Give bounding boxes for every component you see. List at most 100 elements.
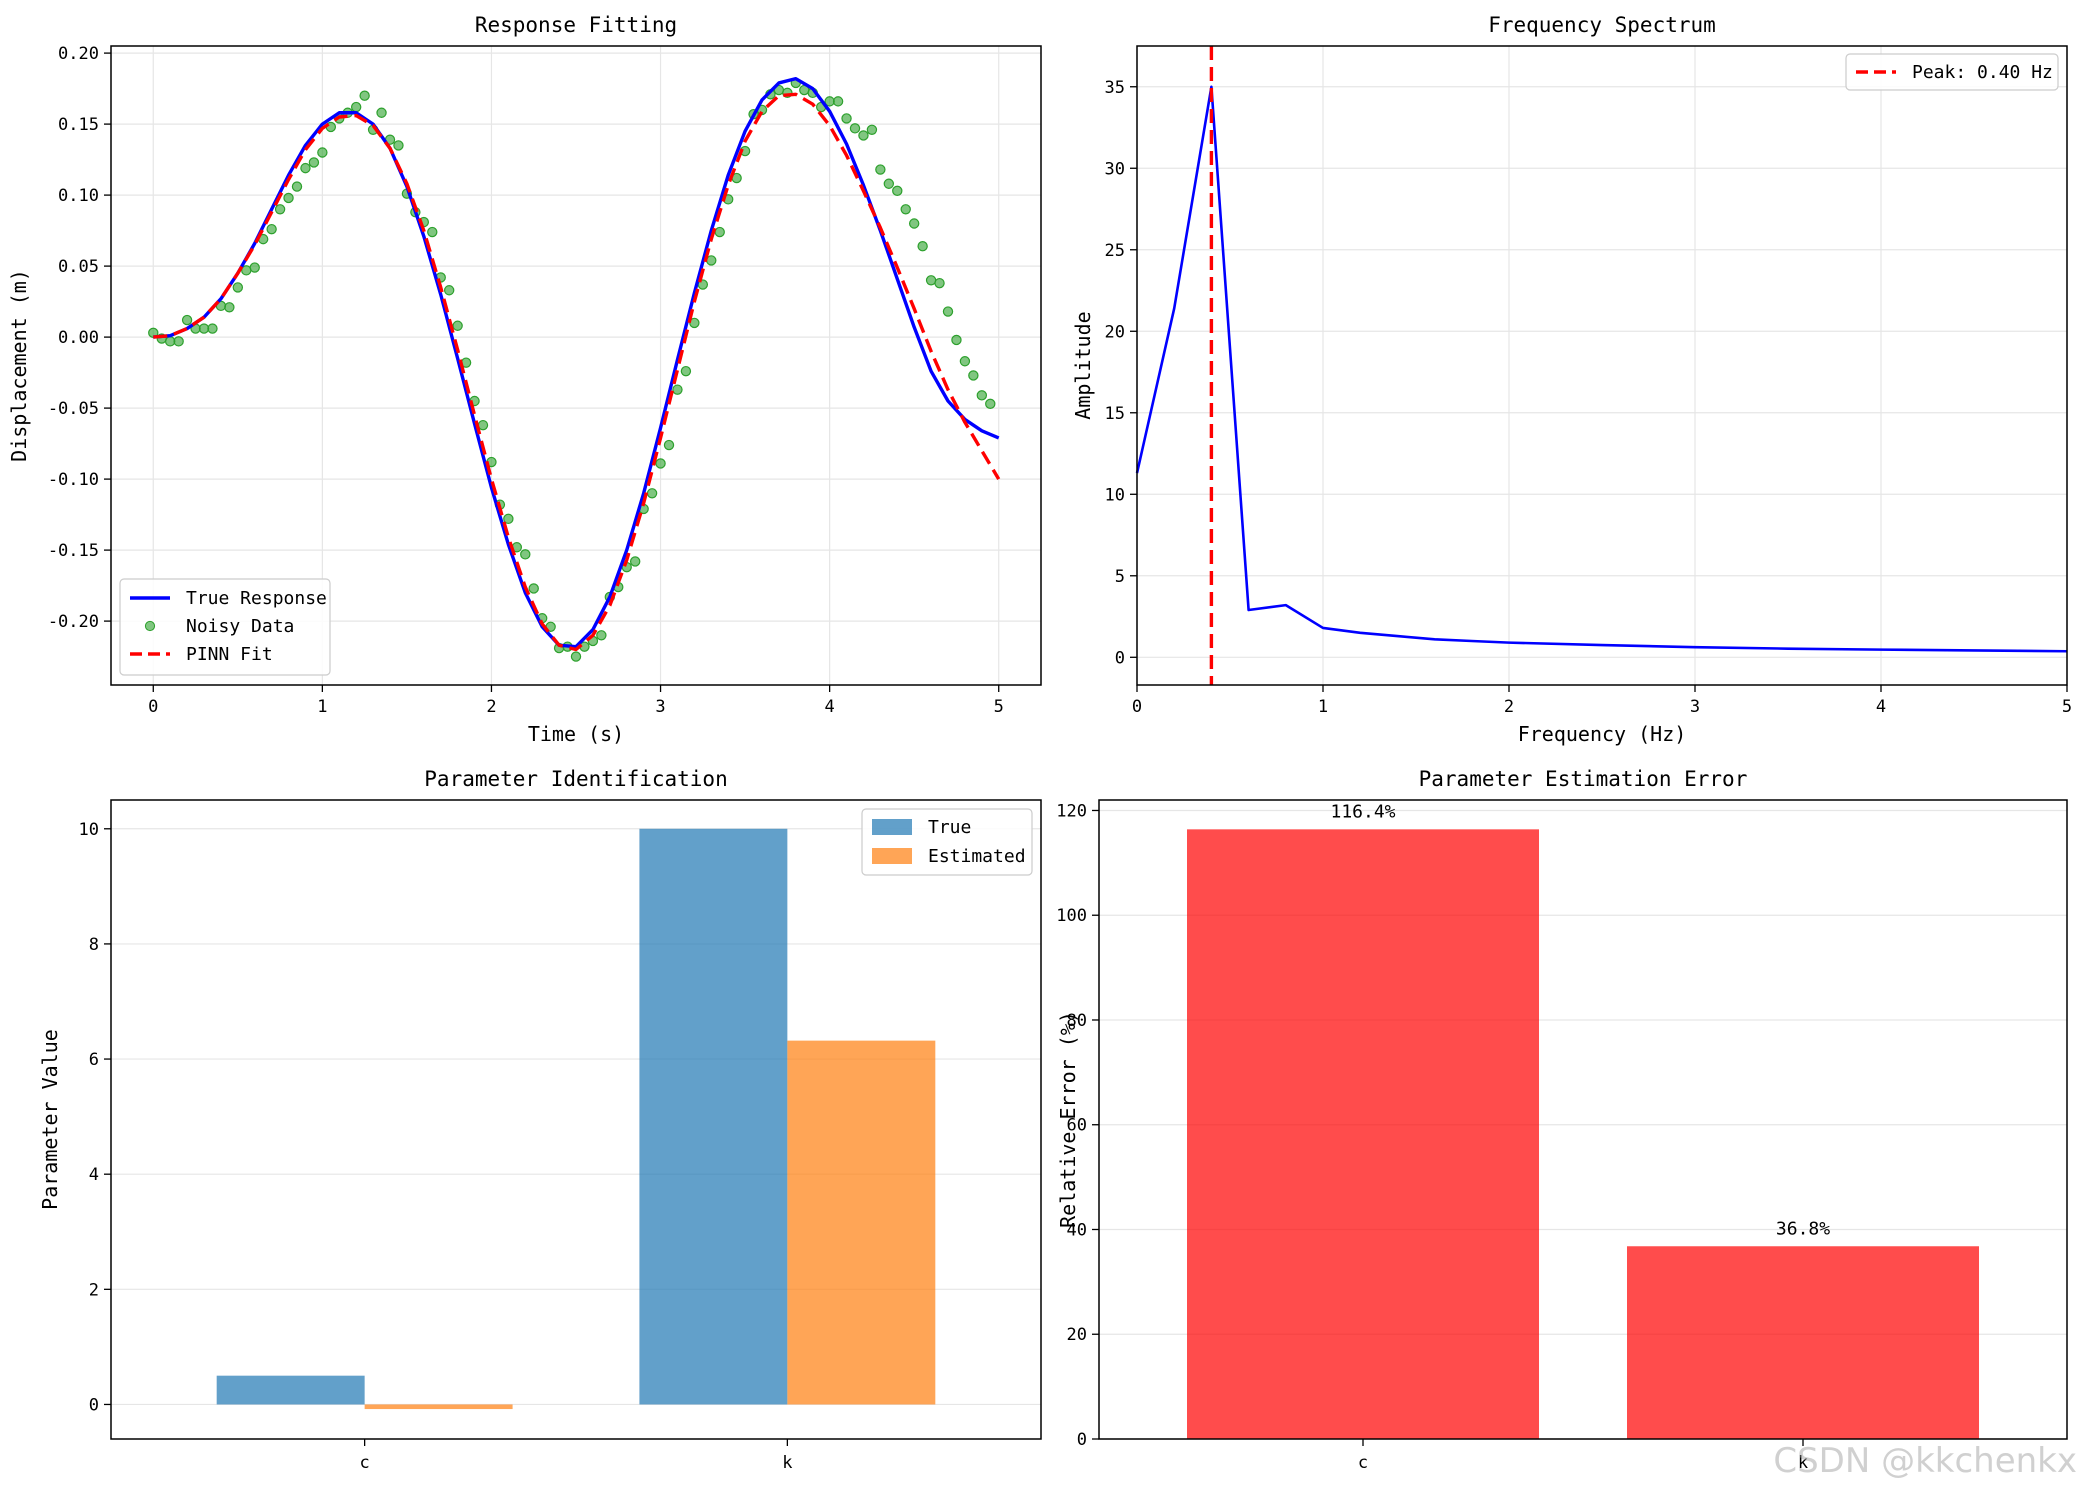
error-bar xyxy=(1187,829,1539,1439)
y-tick-label: 100 xyxy=(1056,906,1087,926)
x-tick-label: 5 xyxy=(2062,697,2072,717)
noisy-data-point xyxy=(249,262,260,273)
noisy-data-point xyxy=(925,275,937,286)
x-tick-label: 1 xyxy=(317,697,327,717)
noisy-data-point xyxy=(207,323,218,334)
y-tick-label: -0.10 xyxy=(48,470,99,490)
legend-box xyxy=(1845,53,2059,91)
y-tick-label: 35 xyxy=(1105,78,1125,98)
y-tick-label: 4 xyxy=(89,1165,99,1185)
y-tick-label: 2 xyxy=(89,1280,99,1300)
noisy-data-point xyxy=(503,513,514,525)
x-tick-label: 4 xyxy=(825,697,835,717)
y-tick-label: -0.20 xyxy=(48,612,99,632)
y-tick-label: 6 xyxy=(89,1050,99,1070)
y-tick-label: 10 xyxy=(79,820,99,840)
noisy-data-point xyxy=(300,162,311,174)
noisy-data-point xyxy=(427,226,438,238)
noisy-data-point xyxy=(359,90,370,101)
noisy-data-point xyxy=(528,583,539,594)
y-tick-label: 0 xyxy=(1077,1430,1087,1450)
x-tick-label: c xyxy=(360,1453,370,1473)
noisy-data-point xyxy=(148,327,159,339)
legend: True Estimated xyxy=(861,808,1033,876)
panel-frequency-spectrum: 0 5 10 15 20 25 30 35 0 1 2 3 4 5 Frequency Spectrum Fr… xyxy=(1071,13,2072,746)
noisy-data-point xyxy=(892,185,903,197)
bar-data-label: 36.8% xyxy=(1776,1218,1830,1239)
x-tick-label: 2 xyxy=(1504,697,1514,717)
noisy-data-point xyxy=(866,124,878,135)
noisy-data-point xyxy=(452,320,463,331)
legend-label: True xyxy=(928,817,971,838)
noisy-data-point xyxy=(934,277,945,289)
noisy-data-point xyxy=(714,226,725,238)
noisy-data-point xyxy=(224,302,235,313)
y-axis-label: Parameter Value xyxy=(38,1029,62,1210)
legend-label: Estimated xyxy=(928,846,1026,867)
noisy-data-point xyxy=(520,549,531,560)
chart-title: Parameter Estimation Error xyxy=(1419,767,1748,791)
noisy-data-point xyxy=(655,458,666,469)
bar-data-label: 116.4% xyxy=(1330,801,1395,822)
noisy-data-point xyxy=(908,218,920,229)
y-tick-label: 0 xyxy=(89,1395,99,1415)
axes-frame xyxy=(110,799,1042,1440)
noisy-data-point xyxy=(875,164,886,175)
noisy-data-point xyxy=(985,398,996,410)
x-axis-label: Frequency (Hz) xyxy=(1518,722,1687,746)
y-tick-label: 0 xyxy=(1115,648,1125,668)
noisy-data-point xyxy=(968,370,979,381)
axes-frame xyxy=(110,45,1042,686)
legend-label: Noisy Data xyxy=(186,616,294,637)
y-tick-label: 20 xyxy=(1105,322,1125,342)
legend-swatch xyxy=(872,819,912,835)
x-tick-label: 2 xyxy=(486,697,496,717)
y-tick-label: 0.10 xyxy=(58,186,99,206)
noisy-data-point xyxy=(917,241,928,252)
y-tick-label: 10 xyxy=(1105,485,1125,505)
legend-box xyxy=(119,578,331,676)
noisy-data-point xyxy=(283,192,294,204)
legend-label: Peak: 0.40 Hz xyxy=(1912,62,2053,83)
bar-true xyxy=(639,828,788,1405)
noisy-data-point xyxy=(308,157,320,168)
y-tick-label: 25 xyxy=(1105,241,1125,261)
noisy-data-point xyxy=(570,651,582,662)
error-bar xyxy=(1627,1246,1979,1439)
legend-label: True Response xyxy=(186,588,327,609)
noisy-data-point xyxy=(832,96,844,107)
y-axis-label: Relative Error (%) xyxy=(1056,1011,1080,1228)
noisy-data-point xyxy=(266,223,277,235)
noisy-data-point xyxy=(663,439,675,451)
y-tick-label: 15 xyxy=(1105,404,1125,424)
bar-estimated xyxy=(364,1404,513,1410)
y-tick-label: 8 xyxy=(89,935,99,955)
y-tick-label: 5 xyxy=(1115,567,1125,587)
noisy-data-point xyxy=(376,107,387,118)
noisy-data-point xyxy=(883,178,895,189)
noisy-data-point xyxy=(173,336,184,347)
x-tick-label: k xyxy=(782,1453,792,1473)
bar-true xyxy=(216,1375,365,1405)
chart-title: Frequency Spectrum xyxy=(1488,13,1716,37)
x-tick-label: 0 xyxy=(148,697,158,717)
panel-parameter-estimation-error: 116.4% 36.8% 0 20 40 60 80 100 120 c k Parameter Es… xyxy=(1056,767,2068,1473)
noisy-data-point xyxy=(646,488,658,499)
noisy-data-point xyxy=(858,130,869,141)
noisy-data-point xyxy=(164,336,176,347)
y-tick-label: 80 xyxy=(1067,1011,1087,1031)
noisy-data-point xyxy=(317,147,328,158)
legend-marker xyxy=(144,620,156,632)
x-tick-label: 5 xyxy=(994,697,1004,717)
noisy-data-point xyxy=(680,365,692,377)
noisy-data-point xyxy=(291,181,303,192)
noisy-data-point xyxy=(198,323,210,334)
noisy-data-point xyxy=(629,556,641,567)
true-response-line xyxy=(153,76,1000,649)
y-tick-label: 40 xyxy=(1067,1220,1087,1240)
x-tick-label: 0 xyxy=(1132,697,1142,717)
axes-frame xyxy=(1098,799,2068,1440)
noisy-data-point xyxy=(596,630,607,641)
y-tick-label: 0.15 xyxy=(58,115,99,135)
